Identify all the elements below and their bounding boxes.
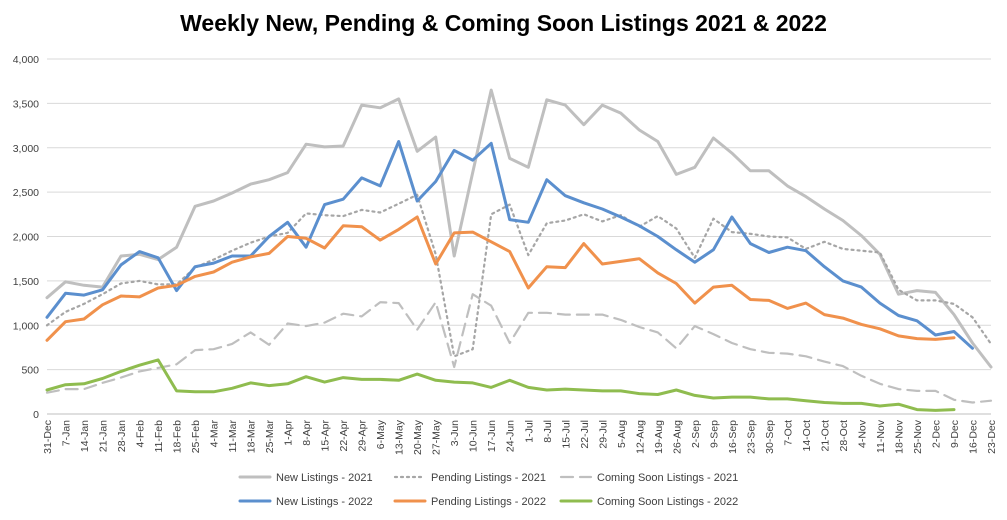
- y-tick-label: 3,000: [13, 143, 39, 155]
- x-tick-label: 13-May: [394, 419, 406, 455]
- y-axis-tick-labels: 0 500 1,000 1,500 2,000 2,500 3,000 3,500 4,000: [13, 54, 39, 421]
- x-tick-label: 25-Mar: [264, 420, 276, 454]
- x-tick-label: 8-Jul: [542, 420, 554, 443]
- legend-label: New Listings - 2022: [276, 496, 373, 508]
- x-tick-label: 23-Sep: [745, 420, 757, 454]
- x-tick-label: 17-Jun: [486, 420, 498, 452]
- x-tick-label: 9-Sep: [708, 420, 720, 448]
- x-tick-label: 6-May: [375, 419, 387, 449]
- y-tick-label: 0: [33, 409, 39, 421]
- x-tick-label: 10-Jun: [468, 420, 480, 452]
- x-tick-label: 18-Mar: [246, 420, 258, 454]
- series-lines: [45, 88, 993, 412]
- x-tick-label: 1-Apr: [283, 420, 295, 446]
- x-tick-label: 15-Apr: [320, 419, 332, 451]
- y-tick-label: 1,500: [13, 276, 39, 288]
- x-tick-label: 12-Aug: [634, 420, 646, 454]
- x-tick-label: 28-Oct: [838, 420, 850, 452]
- x-tick-label: 16-Sep: [727, 420, 739, 454]
- x-tick-label: 22-Apr: [338, 419, 350, 451]
- x-tick-label: 11-Mar: [227, 420, 239, 453]
- x-tick-label: 18-Feb: [172, 420, 184, 453]
- x-tick-label: 8-Apr: [301, 420, 313, 446]
- x-tick-label: 11-Nov: [875, 419, 887, 453]
- x-tick-label: 4-Nov: [856, 419, 868, 448]
- x-tick-label: 7-Oct: [782, 420, 794, 446]
- legend-label: Pending Listings - 2022: [431, 496, 546, 508]
- y-tick-label: 3,500: [13, 98, 39, 110]
- x-tick-label: 11-Feb: [153, 420, 165, 453]
- x-tick-label: 28-Jan: [116, 420, 128, 452]
- series-line: [45, 215, 956, 342]
- series-line: [45, 293, 993, 404]
- x-tick-label: 9-Dec: [949, 420, 961, 448]
- legend-label: Coming Soon Listings - 2022: [597, 496, 738, 508]
- x-tick-label: 30-Sep: [764, 420, 776, 454]
- y-tick-label: 2,000: [13, 232, 39, 244]
- x-tick-label: 4-Mar: [209, 419, 221, 447]
- x-tick-label: 18-Nov: [893, 419, 905, 454]
- x-tick-label: 5-Aug: [616, 420, 628, 448]
- gridlines: [47, 58, 991, 415]
- x-tick-label: 31-Dec: [42, 420, 54, 454]
- series-line: [45, 88, 993, 369]
- x-tick-label: 7-Jan: [61, 420, 73, 446]
- series-line: [45, 358, 956, 412]
- legend-label: Pending Listings - 2021: [431, 472, 546, 484]
- x-axis-tick-labels: 31-Dec 7-Jan 14-Jan 21-Jan 28-Jan 4-Feb 11-Feb…: [42, 419, 998, 455]
- x-tick-label: 26-Aug: [671, 420, 683, 454]
- x-tick-label: 27-May: [431, 419, 443, 455]
- x-tick-label: 15-Jul: [560, 420, 572, 449]
- x-tick-label: 14-Jan: [79, 420, 91, 452]
- x-tick-label: 20-May: [412, 419, 424, 455]
- x-tick-label: 3-Jun: [449, 420, 461, 446]
- x-tick-label: 25-Nov: [912, 419, 924, 454]
- x-tick-label: 14-Oct: [801, 420, 813, 452]
- x-tick-label: 29-Jul: [597, 420, 609, 449]
- legend-label: Coming Soon Listings - 2021: [597, 472, 738, 484]
- x-tick-label: 19-Aug: [653, 420, 665, 454]
- x-tick-label: 21-Oct: [819, 420, 831, 452]
- x-tick-label: 1-Jul: [523, 420, 535, 443]
- x-tick-label: 2-Dec: [930, 420, 942, 448]
- x-tick-label: 29-Apr: [357, 419, 369, 451]
- series-line: [45, 140, 974, 350]
- x-tick-label: 21-Jan: [98, 420, 110, 452]
- chart-title: Weekly New, Pending & Coming Soon Listin…: [180, 10, 827, 36]
- y-tick-label: 2,500: [13, 187, 39, 199]
- x-tick-label: 16-Dec: [967, 420, 979, 454]
- y-tick-label: 4,000: [13, 54, 39, 66]
- x-tick-label: 22-Jul: [579, 420, 591, 449]
- x-tick-label: 25-Feb: [190, 420, 202, 453]
- legend-label: New Listings - 2021: [276, 472, 373, 484]
- y-tick-label: 500: [21, 365, 39, 377]
- y-tick-label: 1,000: [13, 320, 39, 332]
- x-tick-label: 24-Jun: [505, 420, 517, 452]
- x-tick-label: 23-Dec: [986, 420, 998, 454]
- x-tick-label: 2-Sep: [690, 420, 702, 448]
- x-tick-label: 4-Feb: [135, 420, 147, 448]
- legend: New Listings - 2021 Pending Listings - 20…: [238, 472, 738, 508]
